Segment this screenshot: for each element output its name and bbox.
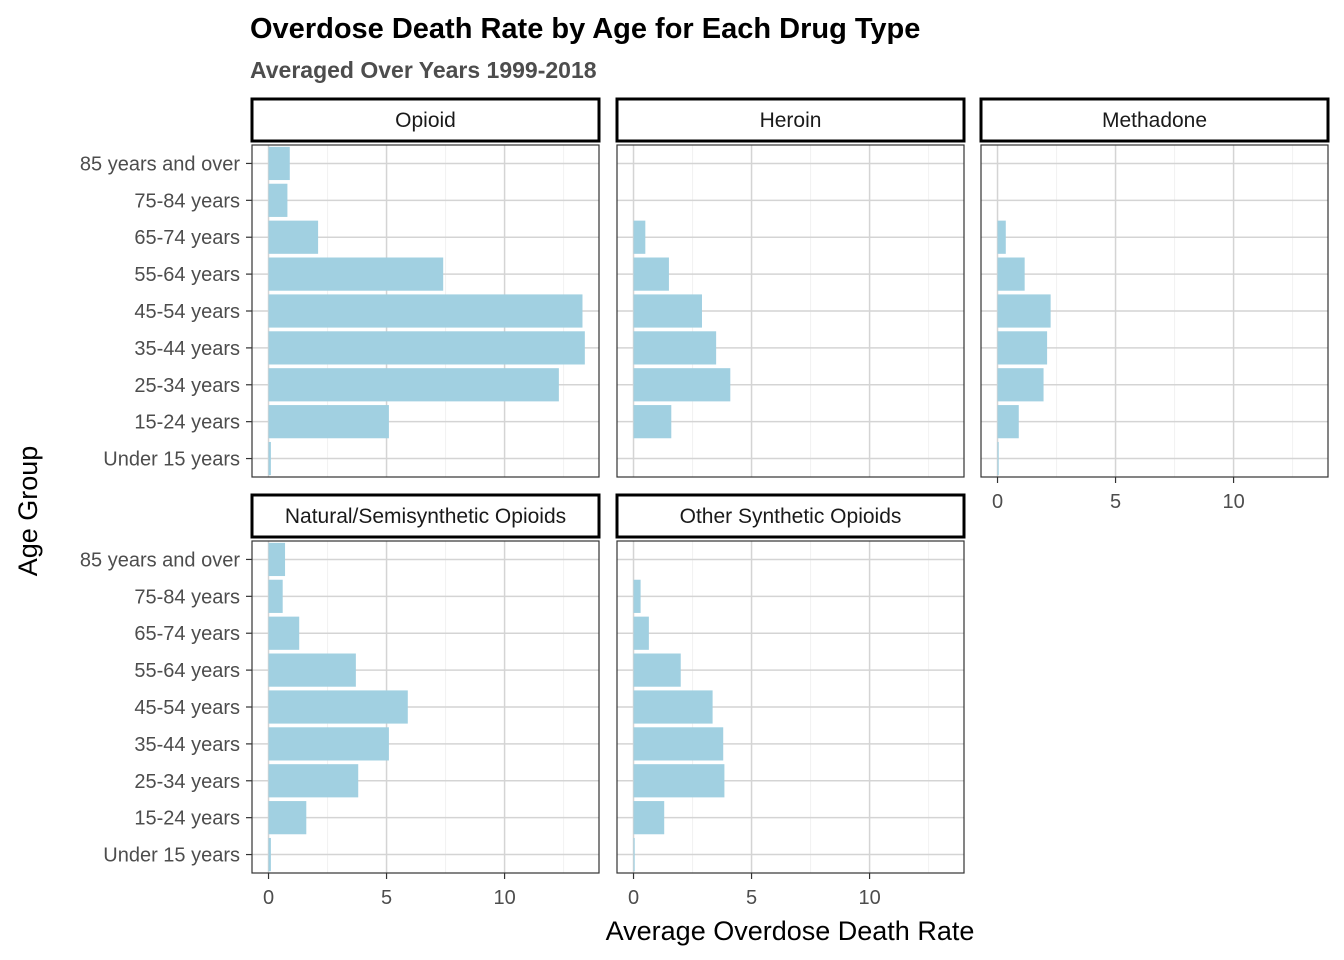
facet-strip-label: Other Synthetic Opioids xyxy=(680,505,902,528)
bar-under-15-years xyxy=(633,837,635,872)
x-tick-label: 0 xyxy=(628,887,639,909)
facet-strip-label: Opioid xyxy=(395,109,456,132)
panel-methadone: Methadone 0 5 10 xyxy=(979,97,1330,513)
panel-border xyxy=(616,540,965,874)
y-tick-label: 75-84 years xyxy=(134,586,240,608)
bar-35-44-years xyxy=(633,727,724,761)
chart-subtitle: Averaged Over Years 1999-2018 xyxy=(250,57,597,83)
bar-35-44-years xyxy=(997,331,1048,365)
bar-15-24-years xyxy=(997,405,1019,439)
panel-border xyxy=(616,144,965,478)
bar-25-34-years xyxy=(268,764,359,798)
bar-under-15-years xyxy=(997,441,999,476)
x-tick-label: 10 xyxy=(493,887,515,909)
bar-85-years-and-over xyxy=(268,146,290,181)
y-tick-label: 85 years and over xyxy=(80,549,240,571)
bar-65-74-years xyxy=(633,616,649,650)
bar-15-24-years xyxy=(268,405,389,439)
facet-strip-label: Natural/Semisynthetic Opioids xyxy=(285,505,566,528)
bar-35-44-years xyxy=(633,331,717,365)
y-tick-label: 35-44 years xyxy=(134,734,240,756)
y-tick-label: 85 years and over xyxy=(80,153,240,175)
bar-65-74-years xyxy=(268,220,319,254)
bar-55-64-years xyxy=(633,653,681,687)
bar-45-54-years xyxy=(997,294,1051,328)
x-tick-label: 10 xyxy=(1222,491,1244,513)
bar-55-64-years xyxy=(268,257,444,291)
y-tick-label: 75-84 years xyxy=(134,190,240,212)
x-axis-title: Average Overdose Death Rate xyxy=(606,916,975,946)
bar-under-15-years xyxy=(268,837,271,872)
bar-55-64-years xyxy=(633,257,669,291)
facet-strip xyxy=(250,493,601,539)
y-tick-label: 15-24 years xyxy=(134,808,240,830)
bar-45-54-years xyxy=(633,690,713,724)
y-tick-label: 55-64 years xyxy=(134,660,240,682)
panel-other-synthetic-opioids: Other Synthetic Opioids 0 5 10 xyxy=(615,493,966,909)
bar-25-34-years xyxy=(633,368,731,402)
facet-strip-label: Methadone xyxy=(1102,109,1207,132)
bar-15-24-years xyxy=(633,801,665,835)
bar-45-54-years xyxy=(268,294,583,328)
bar-45-54-years xyxy=(268,690,408,724)
bar-15-24-years xyxy=(633,405,672,439)
bar-25-34-years xyxy=(997,368,1044,402)
y-tick-label: 65-74 years xyxy=(134,227,240,249)
y-tick-label: 35-44 years xyxy=(134,338,240,360)
y-tick-label: 55-64 years xyxy=(134,264,240,286)
bar-65-74-years xyxy=(268,616,300,650)
y-tick-label: 25-34 years xyxy=(134,375,240,397)
bar-75-84-years xyxy=(268,579,283,613)
bar-45-54-years xyxy=(633,294,702,328)
facet-panels: Opioid Under 15 years 15-24 years 25-34 yea… xyxy=(80,97,1330,909)
bar-65-74-years xyxy=(997,220,1006,254)
x-tick-label: 5 xyxy=(1110,491,1121,513)
y-tick-label: Under 15 years xyxy=(103,845,240,867)
bar-under-15-years xyxy=(268,441,271,476)
x-tick-label: 10 xyxy=(858,887,880,909)
bar-15-24-years xyxy=(268,801,307,835)
panel-heroin: Heroin xyxy=(615,97,966,478)
facet-strip xyxy=(615,97,966,143)
y-tick-label: 45-54 years xyxy=(134,697,240,719)
panel-border xyxy=(980,144,1329,478)
x-tick-label: 5 xyxy=(746,887,757,909)
y-tick-label: 15-24 years xyxy=(134,412,240,434)
chart-title: Overdose Death Rate by Age for Each Drug… xyxy=(250,13,920,45)
bar-35-44-years xyxy=(268,727,389,761)
facet-strip xyxy=(979,97,1330,143)
x-tick-label: 5 xyxy=(381,887,392,909)
panel-natural-semisynthetic-opioids: Natural/Semisynthetic Opioids Under 15 ye… xyxy=(80,493,601,909)
bar-25-34-years xyxy=(268,368,559,402)
y-axis-title: Age Group xyxy=(13,446,43,577)
bar-65-74-years xyxy=(633,220,646,254)
bar-55-64-years xyxy=(268,653,356,687)
bar-35-44-years xyxy=(268,331,585,365)
bar-75-84-years xyxy=(633,579,641,613)
x-tick-label: 0 xyxy=(263,887,274,909)
bar-75-84-years xyxy=(268,183,288,217)
y-tick-label: Under 15 years xyxy=(103,449,240,471)
bar-25-34-years xyxy=(633,764,725,798)
x-tick-label: 0 xyxy=(992,491,1003,513)
bar-85-years-and-over xyxy=(268,542,286,577)
panel-opioid: Opioid Under 15 years 15-24 years 25-34 yea… xyxy=(80,97,601,478)
bar-55-64-years xyxy=(997,257,1025,291)
y-tick-label: 65-74 years xyxy=(134,623,240,645)
facet-strip xyxy=(615,493,966,539)
facet-strip xyxy=(250,97,601,143)
facet-strip-label: Heroin xyxy=(760,109,822,132)
y-tick-label: 25-34 years xyxy=(134,771,240,793)
y-tick-label: 45-54 years xyxy=(134,301,240,323)
